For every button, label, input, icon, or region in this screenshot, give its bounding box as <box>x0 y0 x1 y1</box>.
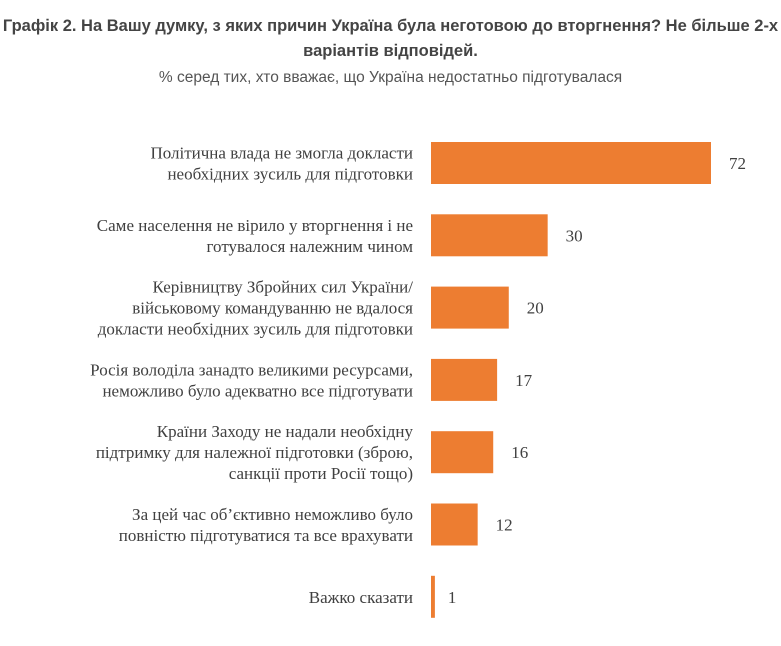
category-label: Керівництву Збройних сил України/військо… <box>98 278 414 339</box>
bar <box>431 431 494 474</box>
chart-title: Графік 2. На Вашу думку, з яких причин У… <box>2 17 779 60</box>
bar <box>431 286 509 329</box>
data-label: 12 <box>496 516 513 535</box>
data-label: 17 <box>515 371 533 390</box>
category-label: За цей час об’єктивно неможливо було повн… <box>119 505 413 545</box>
data-label: 72 <box>729 154 746 173</box>
category-label: Політична влада не змогла докласти необхі… <box>150 144 413 184</box>
category-label: Важко сказати <box>309 588 413 607</box>
bar <box>431 214 548 257</box>
category-label: Саме населення не вірило у вторгнення і … <box>97 216 413 256</box>
bar <box>431 503 478 546</box>
bar <box>431 358 498 401</box>
data-label: 30 <box>566 226 583 245</box>
bar <box>431 575 435 618</box>
category-label: Країни Заходу не надали необхідну підтрим… <box>96 422 414 483</box>
data-label: 1 <box>448 588 457 607</box>
category-label: Росія володіла занадто великими ресурсам… <box>90 360 413 400</box>
chart-subtitle: % серед тих, хто вважає, що Україна недо… <box>158 69 623 86</box>
data-label: 16 <box>511 443 528 462</box>
data-label: 20 <box>527 299 544 318</box>
bar <box>431 142 711 184</box>
